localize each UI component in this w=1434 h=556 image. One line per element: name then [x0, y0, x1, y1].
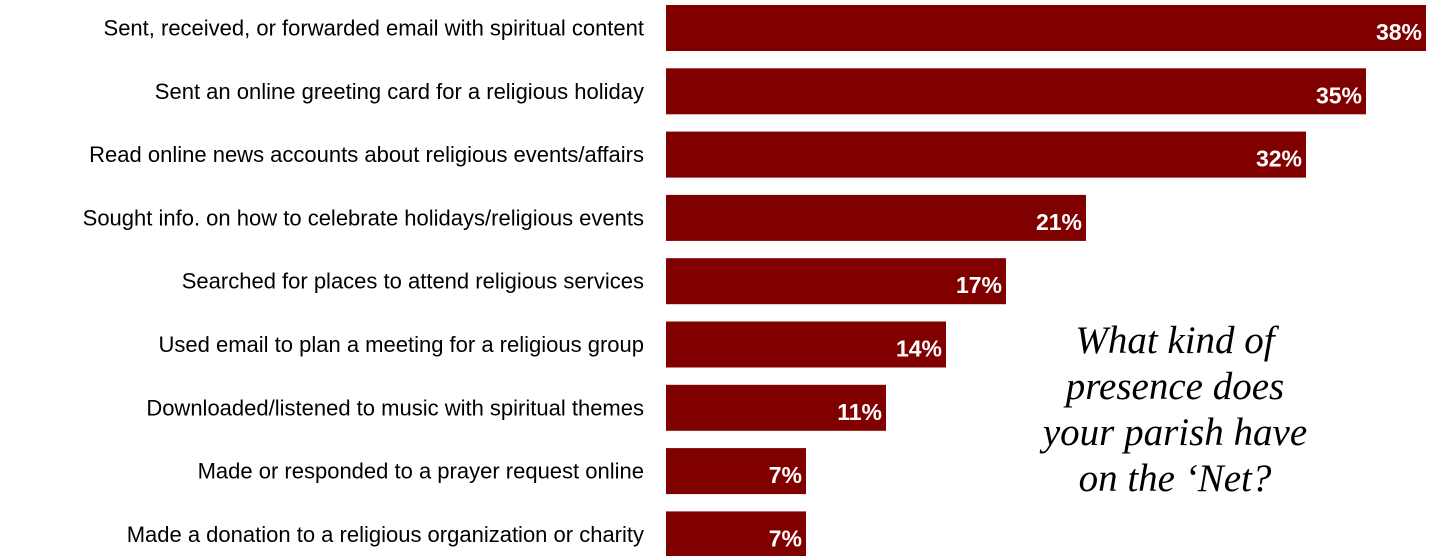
- category-label: Sought info. on how to celebrate holiday…: [83, 205, 644, 230]
- category-label: Read online news accounts about religiou…: [89, 142, 644, 167]
- category-label: Sent an online greeting card for a relig…: [155, 79, 644, 104]
- callout-line: your parish have: [1042, 411, 1308, 454]
- category-label: Made a donation to a religious organizat…: [127, 522, 644, 547]
- bar: [666, 448, 806, 495]
- callout-question: What kind of presence does your parish h…: [1010, 318, 1340, 502]
- value-label: 35%: [1316, 82, 1362, 108]
- bar: [666, 258, 1006, 305]
- value-label: 7%: [769, 462, 802, 488]
- value-label: 21%: [1036, 209, 1082, 235]
- value-label: 32%: [1256, 146, 1302, 172]
- bar: [666, 321, 946, 368]
- callout-line: presence does: [1065, 365, 1285, 408]
- category-label: Used email to plan a meeting for a relig…: [159, 332, 645, 357]
- category-label: Downloaded/listened to music with spirit…: [146, 395, 644, 420]
- category-label: Searched for places to attend religious …: [182, 269, 644, 294]
- value-label: 7%: [769, 525, 802, 551]
- bar: [666, 194, 1086, 241]
- bar: [666, 5, 1426, 51]
- category-label: Made or responded to a prayer request on…: [198, 459, 644, 484]
- bar: [666, 131, 1306, 178]
- value-label: 17%: [956, 272, 1002, 298]
- value-label: 14%: [896, 336, 942, 362]
- bar: [666, 511, 806, 556]
- bar: [666, 384, 886, 431]
- value-label: 11%: [837, 399, 882, 425]
- callout-line: What kind of: [1075, 319, 1275, 362]
- callout-line: on the ‘Net?: [1078, 457, 1272, 500]
- bar: [666, 68, 1366, 115]
- value-label: 38%: [1376, 19, 1422, 45]
- category-label: Sent, received, or forwarded email with …: [104, 16, 644, 41]
